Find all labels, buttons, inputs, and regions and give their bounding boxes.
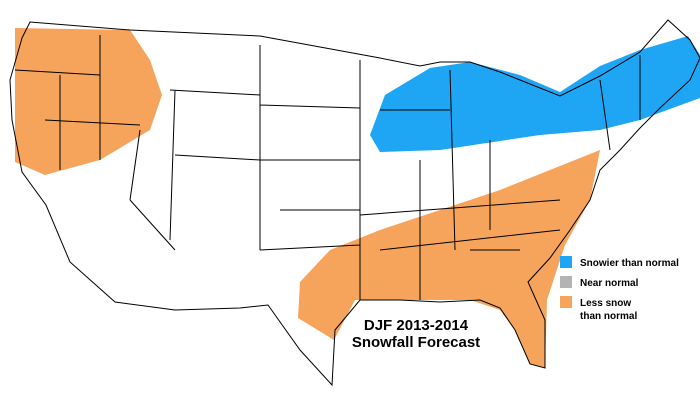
state-lines	[14, 35, 641, 300]
legend-label: Less snow	[580, 298, 631, 309]
legend-swatch	[560, 296, 572, 308]
title-line: DJF 2013-2014	[364, 317, 469, 334]
forecast-region	[298, 150, 600, 368]
legend-label: than normal	[580, 311, 637, 322]
legend-swatch	[560, 256, 572, 268]
forecast-region	[15, 28, 162, 175]
legend: Snowier than normal Near normal Less snow t…	[560, 256, 679, 322]
title-line: Snowfall Forecast	[352, 334, 480, 351]
legend-label: Snowier than normal	[580, 258, 679, 269]
us-outline	[9, 19, 700, 387]
legend-label: Near normal	[580, 278, 639, 289]
legend-swatch	[560, 276, 572, 288]
